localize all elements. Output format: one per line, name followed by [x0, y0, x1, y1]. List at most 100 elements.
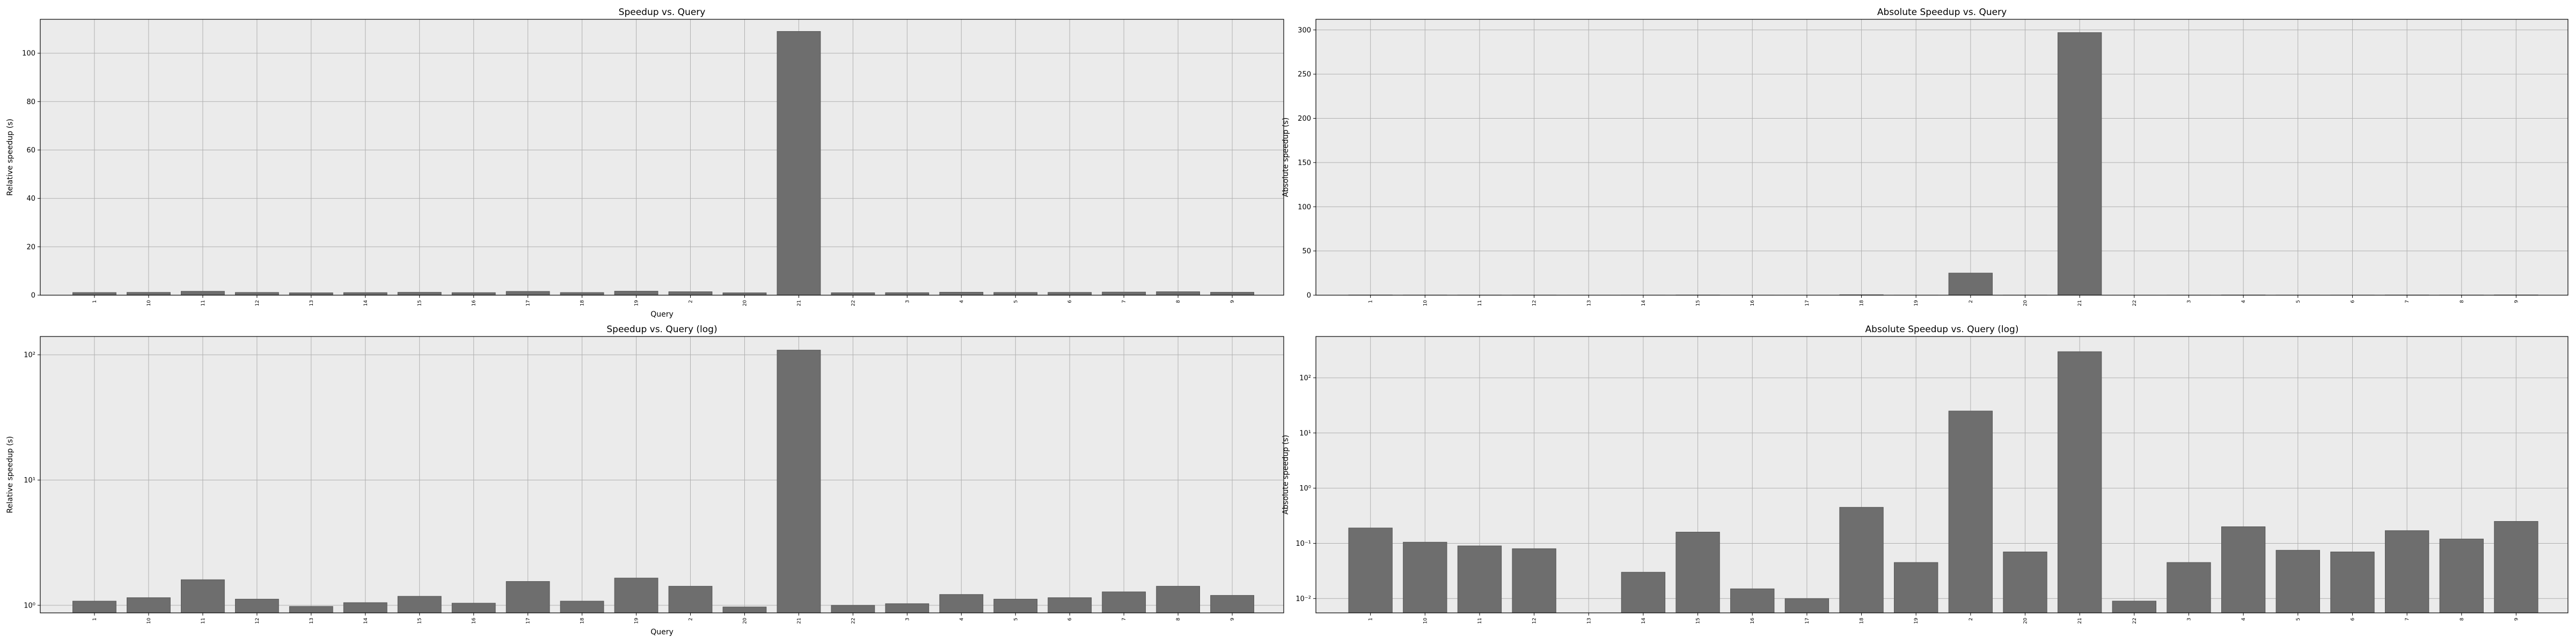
x-tick-label: 2 — [1968, 300, 1974, 303]
bar-query-18 — [560, 292, 604, 295]
x-axis-label: Query — [650, 628, 674, 636]
x-tick-label: 22 — [2132, 618, 2138, 624]
y-tick-label: 200 — [1298, 115, 1311, 123]
x-tick-label: 4 — [959, 618, 964, 621]
x-tick-label: 3 — [2186, 300, 2192, 303]
bar-query-13 — [289, 606, 333, 613]
x-tick-label: 1 — [1368, 300, 1374, 303]
x-tick-label: 6 — [1067, 300, 1073, 303]
bar-query-5 — [994, 599, 1037, 613]
bar-query-5 — [994, 292, 1037, 295]
x-tick-label: 10 — [147, 618, 152, 624]
bar-query-7 — [1102, 592, 1146, 613]
bar-query-3 — [885, 604, 929, 613]
bar-query-4 — [2221, 527, 2265, 613]
x-tick-label: 20 — [742, 618, 748, 624]
chart-speedup-vs-query: 0 20 40 60 80 100 1 10 11 12 13 14 15 16 17 18 19 2 20 21 22… — [6, 7, 1284, 319]
bar-query-9 — [1211, 292, 1254, 295]
y-tick-label: 80 — [26, 98, 35, 106]
x-tick-label: 5 — [1013, 300, 1019, 303]
x-tick-label: 6 — [2350, 300, 2355, 303]
bar-query-11 — [181, 580, 224, 613]
x-tick-label: 1 — [1368, 618, 1374, 621]
x-tick-label: 18 — [580, 618, 586, 624]
bar-query-12 — [1512, 548, 1556, 613]
bar-query-21 — [777, 32, 821, 295]
y-tick-label: 10⁰ — [1299, 485, 1311, 493]
x-tick-label: 1 — [92, 618, 98, 621]
x-tick-label: 4 — [2241, 618, 2246, 621]
x-tick-label: 11 — [1477, 618, 1483, 624]
x-tick-label: 8 — [1176, 618, 1181, 621]
bar-query-21 — [2058, 33, 2102, 295]
bar-query-14 — [343, 603, 387, 613]
bar-query-14 — [1621, 572, 1665, 613]
x-tick-label: 20 — [742, 300, 748, 306]
bar-query-20 — [2003, 552, 2047, 613]
x-tick-label: 22 — [851, 300, 856, 306]
bar-query-22 — [2112, 601, 2156, 613]
x-tick-label: 6 — [1067, 618, 1073, 621]
x-tick-label: 12 — [1532, 300, 1538, 306]
y-tick-label: 10⁰ — [24, 602, 35, 610]
bar-query-4 — [940, 595, 983, 613]
bar-query-21 — [2058, 352, 2102, 613]
y-tick-label: 10² — [1299, 374, 1311, 382]
x-tick-label: 19 — [1914, 300, 1919, 306]
x-axis-label: Query — [650, 310, 674, 319]
x-tick-label: 4 — [959, 300, 964, 303]
bar-query-4 — [940, 292, 983, 295]
bar-query-11 — [181, 291, 224, 295]
x-tick-label: 12 — [1532, 618, 1538, 624]
bar-query-14 — [343, 292, 387, 295]
bar-query-17 — [1785, 598, 1828, 613]
y-tick-label: 0 — [1307, 292, 1311, 300]
x-tick-label: 15 — [418, 300, 423, 306]
x-tick-label: 16 — [1750, 618, 1755, 624]
x-tick-label: 16 — [472, 300, 477, 306]
y-tick-label: 10² — [24, 352, 35, 360]
y-tick-label: 300 — [1298, 26, 1311, 34]
x-tick-label: 12 — [255, 618, 260, 624]
bar-query-6 — [2331, 552, 2374, 613]
x-tick-label: 7 — [2405, 618, 2410, 621]
x-tick-label: 5 — [2296, 300, 2301, 303]
chart-title: Speedup vs. Query (log) — [606, 324, 717, 335]
bar-query-17 — [506, 581, 550, 613]
bar-query-1 — [73, 292, 116, 295]
x-tick-label: 10 — [147, 300, 152, 306]
x-tick-label: 14 — [1641, 618, 1646, 624]
bar-query-15 — [398, 596, 441, 613]
bar-query-5 — [2276, 550, 2319, 613]
bar-query-13 — [289, 293, 333, 295]
x-tick-label: 11 — [1477, 300, 1483, 306]
x-tick-label: 9 — [1230, 618, 1235, 621]
bar-query-2 — [1949, 273, 1992, 295]
x-tick-label: 18 — [580, 300, 586, 306]
x-tick-label: 20 — [2023, 618, 2029, 624]
bar-query-1 — [1349, 528, 1392, 613]
x-tick-label: 10 — [1423, 618, 1428, 624]
bar-query-19 — [614, 291, 658, 295]
x-tick-label: 9 — [1230, 300, 1235, 303]
chart-absolute-speedup-vs-query: 0 50 100 150 200 250 300 1 10 11 12 13 14 15 16 17 18 19 2… — [1282, 7, 2568, 306]
x-tick-label: 9 — [2514, 300, 2519, 303]
x-tick-label: 5 — [1013, 618, 1019, 621]
bar-query-15 — [398, 292, 441, 295]
x-tick-label: 7 — [1122, 618, 1127, 621]
x-tick-label: 11 — [201, 300, 206, 306]
y-tick-label: 20 — [26, 243, 35, 251]
bar-query-15 — [1676, 532, 1719, 613]
x-tick-label: 4 — [2241, 300, 2246, 303]
bar-query-9 — [2494, 522, 2538, 613]
x-tick-label: 10 — [1423, 300, 1428, 306]
x-tick-label: 14 — [363, 300, 369, 306]
x-tick-label: 3 — [905, 300, 910, 303]
bar-query-19 — [1894, 562, 1938, 613]
x-tick-label: 21 — [796, 300, 802, 306]
bar-query-16 — [452, 292, 495, 295]
bar-query-2 — [1949, 411, 1992, 613]
bar-query-6 — [1048, 598, 1092, 613]
y-tick-label: 10⁻² — [1296, 595, 1311, 603]
